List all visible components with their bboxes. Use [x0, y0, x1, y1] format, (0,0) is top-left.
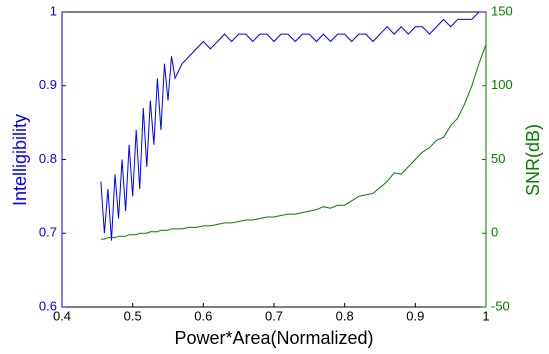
y2-tick-label: -50: [491, 298, 510, 313]
y2-tick-label: 100: [491, 77, 513, 92]
x-tick-label: 1: [482, 308, 489, 323]
y2-axis-label: SNR(dB): [523, 124, 543, 196]
x-axis-label: Power*Area(Normalized): [174, 328, 373, 348]
y2-tick-label: 0: [491, 225, 498, 240]
y-tick-label: 0.6: [39, 298, 57, 313]
y-axis-label: Intelligibility: [10, 114, 30, 206]
plot-frame: [61, 11, 487, 308]
x-tick-label: 0.6: [194, 308, 212, 323]
y2-tick-label: 50: [491, 151, 505, 166]
x-tick-label: 0.5: [124, 308, 142, 323]
x-tick-label: 0.7: [265, 308, 283, 323]
y2-tick-label: 150: [491, 3, 513, 18]
x-tick-label: 0.8: [336, 308, 354, 323]
y-tick-label: 1: [50, 3, 57, 18]
y-tick-label: 0.9: [39, 77, 57, 92]
x-tick-label: 0.4: [53, 308, 71, 323]
series-line: [100, 44, 487, 240]
y-tick-label: 0.8: [39, 151, 57, 166]
x-tick-label: 0.9: [406, 308, 424, 323]
y-tick-label: 0.7: [39, 225, 57, 240]
series-line: [100, 11, 486, 241]
